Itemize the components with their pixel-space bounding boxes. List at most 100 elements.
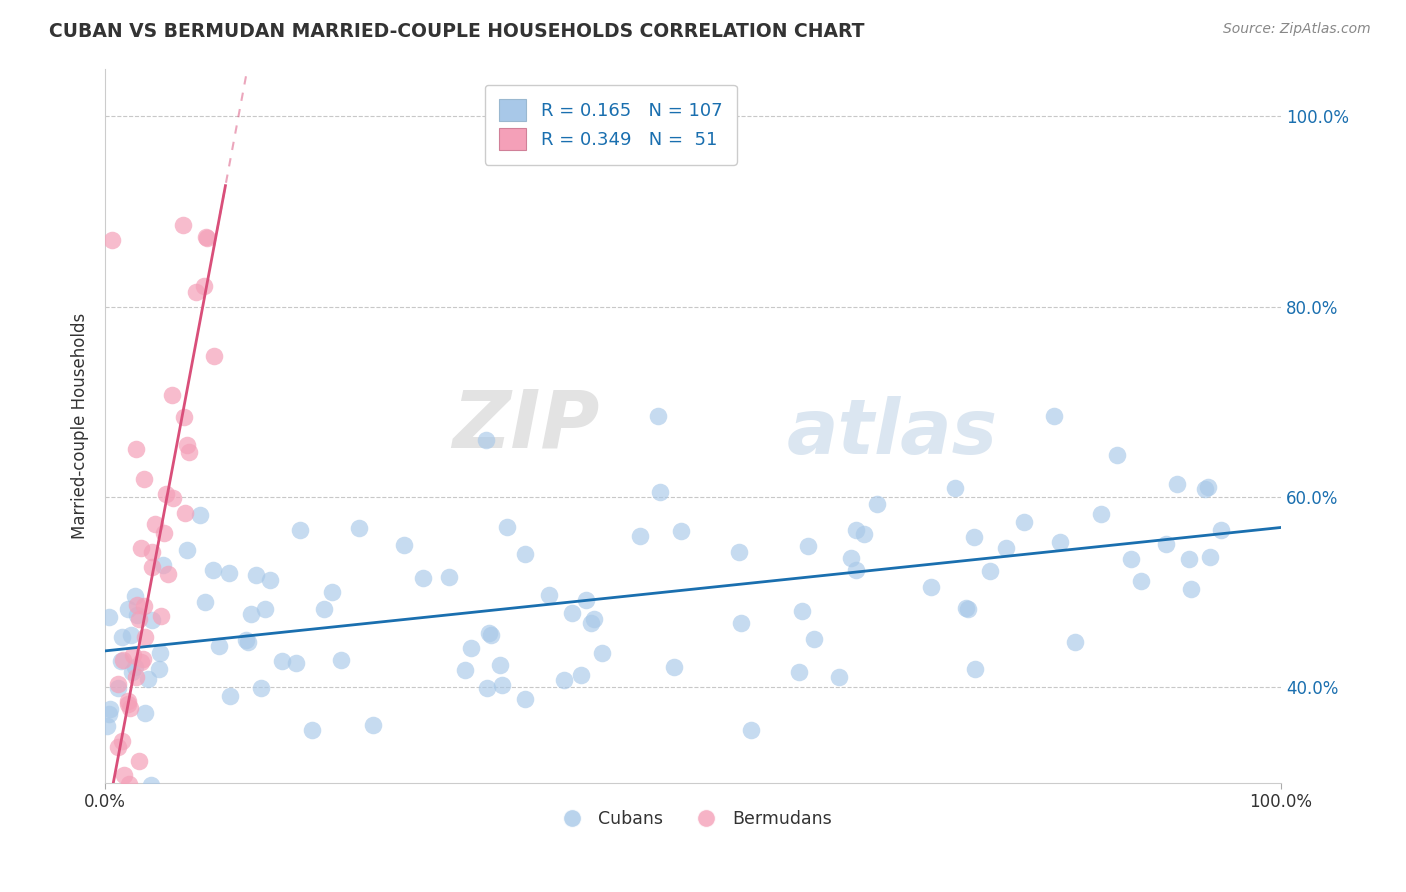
Point (114, 787, 136, 801)
Point (96, 880, 118, 892)
Point (496, 520, 519, 534)
Point (157, 566, 180, 581)
Point (579, 615, 602, 630)
Point (110, 794, 132, 808)
Point (98, 702, 121, 716)
Point (839, 550, 862, 565)
Point (787, 665, 810, 679)
Point (117, 602, 139, 616)
Point (728, 545, 751, 559)
Point (201, 564, 224, 578)
Point (439, 570, 461, 584)
Point (1199, 549, 1222, 564)
Point (955, 601, 977, 615)
Point (1166, 476, 1188, 491)
Point (392, 538, 415, 552)
Point (828, 670, 851, 684)
Point (139, 779, 162, 793)
Point (662, 660, 685, 674)
Point (648, 485, 671, 500)
Point (1194, 482, 1216, 496)
Point (184, 285, 207, 299)
Point (963, 531, 986, 545)
Point (628, 529, 651, 543)
Point (172, 218, 194, 232)
Point (111, 734, 134, 748)
Point (218, 566, 240, 581)
Point (97, 853, 120, 867)
Point (128, 754, 150, 768)
Point (803, 632, 825, 646)
Point (475, 434, 498, 448)
Point (235, 633, 257, 648)
Point (956, 602, 979, 616)
Point (491, 677, 513, 691)
Point (141, 560, 163, 574)
Point (98, 859, 121, 873)
Point (132, 652, 155, 666)
Point (134, 706, 156, 720)
Point (117, 694, 139, 708)
Y-axis label: Married-couple Households: Married-couple Households (72, 312, 89, 539)
Point (965, 662, 987, 676)
Point (153, 526, 176, 541)
Point (112, 848, 135, 863)
Point (124, 442, 146, 456)
Point (301, 723, 323, 738)
Point (129, 655, 152, 669)
Point (943, 481, 966, 495)
Point (118, 700, 141, 714)
Point (259, 573, 281, 587)
Point (188, 508, 211, 522)
Point (314, 601, 336, 615)
Point (1121, 552, 1143, 566)
Point (124, 589, 146, 603)
Point (249, 681, 271, 696)
Text: CUBAN VS BERMUDAN MARRIED-COUPLE HOUSEHOLDS CORRELATION CHART: CUBAN VS BERMUDAN MARRIED-COUPLE HOUSEHO… (49, 22, 865, 41)
Point (288, 523, 311, 537)
Point (194, 595, 217, 609)
Point (120, 628, 142, 642)
Point (271, 654, 294, 668)
Point (1064, 634, 1087, 648)
Point (1178, 552, 1201, 566)
Point (118, 776, 141, 790)
Point (238, 635, 260, 649)
Point (132, 472, 155, 486)
Point (121, 665, 143, 679)
Point (193, 279, 215, 293)
Point (321, 585, 343, 599)
Point (112, 768, 135, 782)
Point (101, 822, 124, 837)
Point (479, 628, 502, 642)
Point (853, 527, 876, 541)
Legend: Cubans, Bermudans: Cubans, Bermudans (547, 803, 839, 835)
Point (845, 523, 868, 537)
Point (111, 653, 134, 667)
Point (129, 541, 152, 556)
Point (845, 563, 868, 577)
Point (245, 567, 267, 582)
Point (202, 349, 225, 363)
Text: ZIP: ZIP (451, 386, 599, 465)
Point (194, 229, 217, 244)
Point (218, 690, 240, 704)
Point (179, 445, 201, 459)
Point (575, 592, 598, 607)
Point (125, 670, 148, 684)
Point (98, 610, 121, 624)
Point (979, 564, 1001, 578)
Point (730, 615, 752, 630)
Point (329, 653, 352, 667)
Point (740, 723, 762, 738)
Point (489, 658, 512, 673)
Point (195, 231, 218, 245)
Point (669, 524, 692, 538)
Point (561, 607, 583, 621)
Point (111, 631, 134, 645)
Point (1197, 480, 1219, 494)
Point (1154, 537, 1177, 551)
Point (796, 540, 818, 554)
Point (1180, 582, 1202, 596)
Point (569, 668, 592, 682)
